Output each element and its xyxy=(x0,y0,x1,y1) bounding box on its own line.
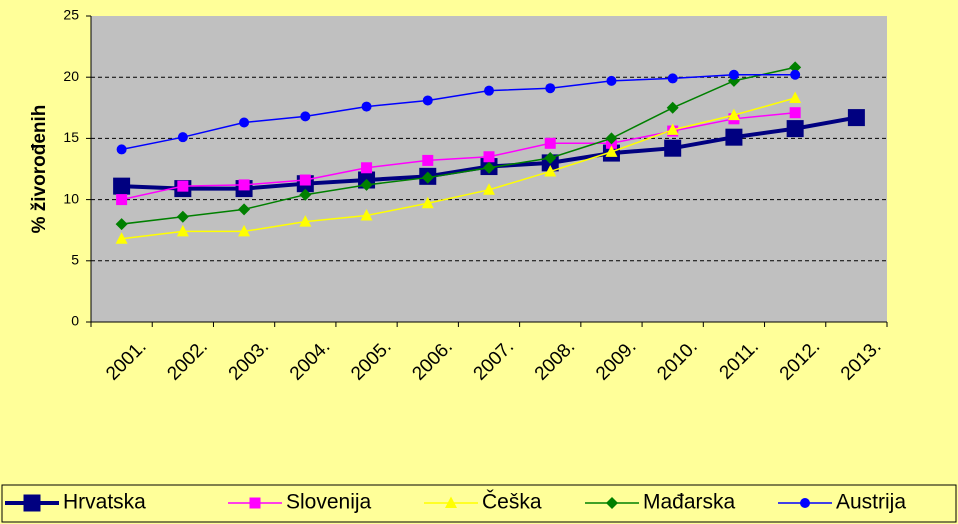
y-tick-label: 5 xyxy=(71,252,79,268)
data-point xyxy=(667,73,678,84)
y-tick-label: 20 xyxy=(63,68,79,84)
data-point xyxy=(544,164,557,177)
data-point xyxy=(361,101,372,112)
data-point xyxy=(116,194,128,206)
data-point xyxy=(544,137,556,149)
legend-label: Austrija xyxy=(836,491,906,514)
legend-marker xyxy=(800,498,810,508)
data-point xyxy=(299,215,312,227)
data-point xyxy=(727,108,740,121)
y-axis-label: % živorođenih xyxy=(29,105,50,234)
data-point xyxy=(177,180,189,192)
data-point xyxy=(606,75,617,86)
data-point xyxy=(299,188,312,201)
data-point xyxy=(728,69,739,80)
legend-label: Hrvatska xyxy=(63,491,146,514)
data-point xyxy=(544,151,557,164)
data-point xyxy=(786,120,804,138)
data-point xyxy=(422,154,434,166)
data-point xyxy=(789,91,802,104)
data-point xyxy=(666,101,679,114)
data-point xyxy=(115,218,128,231)
data-point xyxy=(300,111,311,122)
data-point xyxy=(483,151,495,163)
data-point xyxy=(725,128,743,146)
data-point xyxy=(360,209,373,221)
data-point xyxy=(176,224,189,237)
data-point xyxy=(789,107,801,119)
data-point xyxy=(177,132,188,143)
legend-label: Mađarska xyxy=(643,491,736,514)
legend-marker xyxy=(445,496,457,508)
data-point xyxy=(116,144,127,155)
data-point xyxy=(421,171,434,184)
data-point xyxy=(483,161,495,174)
data-point xyxy=(789,61,802,74)
data-point xyxy=(605,145,618,157)
data-point xyxy=(545,83,556,94)
data-point xyxy=(299,174,311,186)
legend-marker xyxy=(606,497,618,509)
legend-label: Slovenija xyxy=(286,491,372,514)
data-point xyxy=(483,183,495,195)
y-tick-label: 25 xyxy=(63,7,79,23)
data-point xyxy=(238,224,251,237)
data-point xyxy=(605,132,618,145)
data-point xyxy=(113,177,131,195)
y-tick-label: 10 xyxy=(63,190,79,206)
data-point xyxy=(360,178,373,191)
data-point xyxy=(361,162,373,174)
data-point xyxy=(847,109,865,127)
data-point xyxy=(238,203,251,216)
legend-marker xyxy=(23,494,41,512)
data-point xyxy=(666,123,679,135)
y-tick-label: 0 xyxy=(71,313,79,329)
data-point xyxy=(421,196,434,209)
series-line xyxy=(121,66,796,225)
series-line xyxy=(121,111,796,201)
legend-label: Češka xyxy=(482,491,542,514)
data-point xyxy=(484,85,494,96)
data-point xyxy=(239,117,250,128)
data-point xyxy=(422,95,433,106)
series-line xyxy=(121,97,796,240)
series-line xyxy=(121,74,796,151)
legend-marker xyxy=(249,497,261,509)
data-point xyxy=(238,179,250,191)
data-point xyxy=(176,210,189,223)
data-point xyxy=(115,232,128,244)
data-point xyxy=(790,69,801,80)
y-tick-label: 15 xyxy=(63,129,79,145)
data-point xyxy=(664,139,682,157)
